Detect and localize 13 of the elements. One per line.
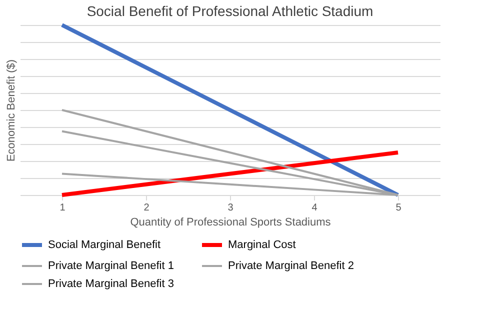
legend-label: Private Marginal Benefit 2 (228, 260, 354, 272)
legend-label: Social Marginal Benefit (48, 239, 161, 251)
x-tick-label: 3 (228, 202, 234, 214)
chart-title: Social Benefit of Professional Athletic Stadium (86, 3, 374, 19)
legend-label: Private Marginal Benefit 1 (48, 260, 174, 272)
x-tick-label: 1 (60, 202, 66, 214)
x-axis-title: Quantity of Professional Sports Stadiums (130, 216, 332, 228)
x-tick-label: 5 (396, 202, 402, 214)
x-tick-label: 2 (144, 202, 150, 214)
legend-label: Marginal Cost (228, 239, 296, 251)
x-tick-label: 4 (312, 202, 318, 214)
y-axis-title: Economic Benefit ($) (6, 59, 18, 162)
legend-label: Private Marginal Benefit 3 (48, 278, 174, 290)
